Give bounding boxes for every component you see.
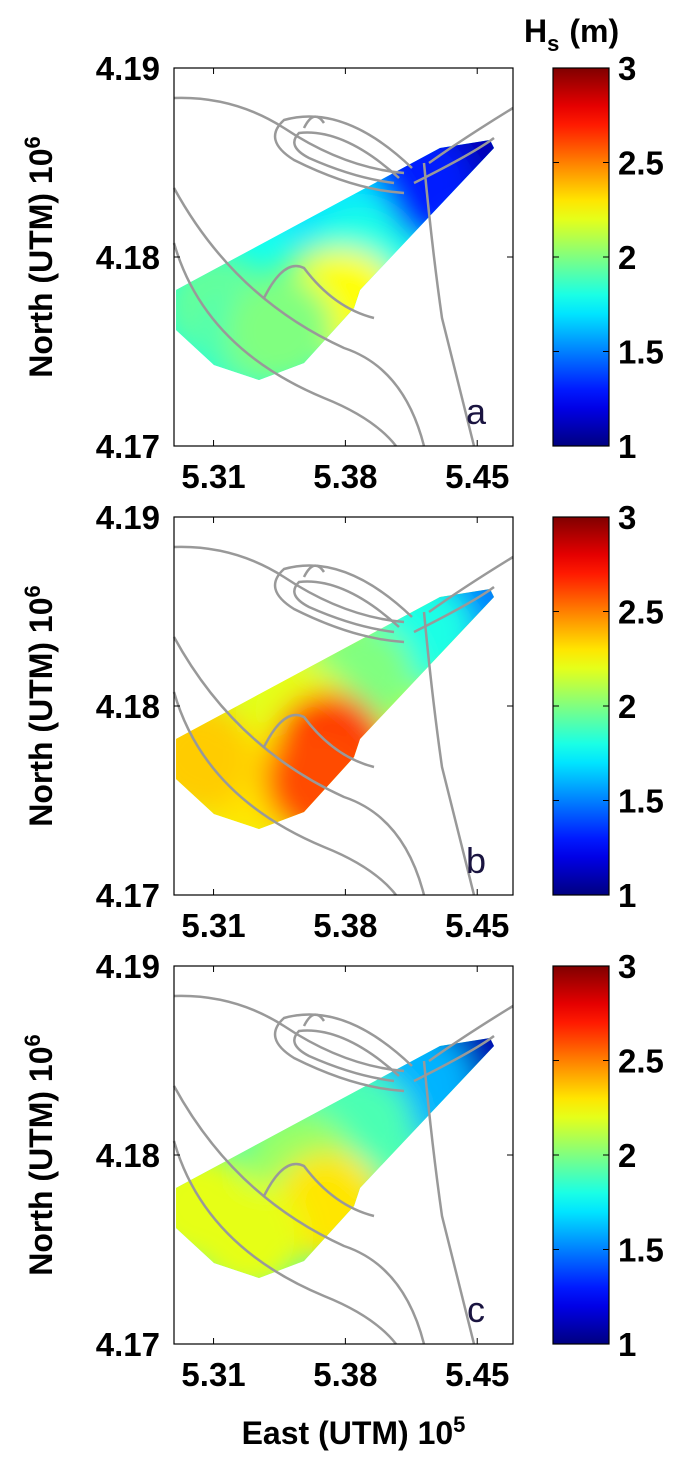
y-tick-label: 4.19 xyxy=(96,50,160,87)
colorbar-label-subscript: s xyxy=(547,31,559,56)
y-axis-label: North (UTM) 106 xyxy=(20,136,59,378)
colorbar-tick-label: 2 xyxy=(618,1137,636,1174)
panel-label: c xyxy=(467,1289,485,1330)
colorbar-tick-label: 3 xyxy=(618,948,636,985)
colorbar xyxy=(552,67,610,447)
y-tick-label: 4.17 xyxy=(96,1326,160,1363)
y-tick-label: 4.18 xyxy=(96,1137,160,1174)
hs-point xyxy=(176,1151,254,1262)
x-label-text: East (UTM) 10 xyxy=(242,1415,454,1451)
colorbar-tick-label: 3 xyxy=(618,499,636,536)
map-panel: 5.31 5.38 5.45 4.17 4.18 4.19 b North (UTM) 106… xyxy=(20,499,664,944)
x-axis-label: East (UTM) 105 xyxy=(242,1412,466,1451)
y-tick-label: 4.18 xyxy=(96,239,160,276)
y-label-text: North (UTM) 10 xyxy=(23,1046,59,1275)
y-label-exponent: 6 xyxy=(20,136,45,148)
x-tick-label: 5.31 xyxy=(181,1356,245,1393)
x-tick-label: 5.31 xyxy=(181,458,245,495)
x-tick-label: 5.31 xyxy=(181,907,245,944)
hs-point xyxy=(176,702,254,813)
hs-point xyxy=(224,275,335,380)
x-tick-label: 5.38 xyxy=(313,1356,377,1393)
colorbar-label-text: H xyxy=(524,13,547,49)
colorbar xyxy=(552,516,610,896)
x-label-exponent: 5 xyxy=(453,1412,465,1437)
colorbar-tick-label: 1.5 xyxy=(618,334,664,371)
colorbar-tick-label: 2 xyxy=(618,239,636,276)
colorbar xyxy=(552,965,610,1345)
colorbar-tick-label: 1.5 xyxy=(618,1232,664,1269)
y-tick-label: 4.17 xyxy=(96,877,160,914)
x-tick-label: 5.45 xyxy=(445,458,509,495)
wave-field xyxy=(176,1038,494,1278)
y-tick-label: 4.19 xyxy=(96,948,160,985)
colorbar-label-unit: (m) xyxy=(569,13,619,49)
colorbar-tick-label: 1 xyxy=(618,877,636,914)
wave-field xyxy=(176,589,494,829)
panel-label: b xyxy=(466,840,486,881)
colorbar-tick-label: 3 xyxy=(618,50,636,87)
colorbar-tick-label: 2.5 xyxy=(618,145,664,182)
y-label-exponent: 6 xyxy=(20,585,45,597)
colorbar-tick-label: 2.5 xyxy=(618,1043,664,1080)
y-tick-label: 4.19 xyxy=(96,499,160,536)
y-axis-label: North (UTM) 106 xyxy=(20,585,59,827)
field-points xyxy=(176,589,494,829)
panel-label: a xyxy=(466,391,487,432)
x-tick-label: 5.45 xyxy=(445,907,509,944)
y-axis-label: North (UTM) 106 xyxy=(20,1034,59,1276)
hs-point xyxy=(264,724,375,829)
colorbar-tick-label: 1 xyxy=(618,428,636,465)
x-tick-label: 5.38 xyxy=(313,458,377,495)
y-tick-label: 4.18 xyxy=(96,688,160,725)
map-panel: 5.31 5.38 5.45 4.17 4.18 4.19 a North (UTM) 106… xyxy=(20,13,664,495)
x-tick-label: 5.38 xyxy=(313,907,377,944)
y-label-text: North (UTM) 10 xyxy=(23,148,59,377)
colorbar-tick-label: 2 xyxy=(618,688,636,725)
colorbar-tick-label: 2.5 xyxy=(618,594,664,631)
y-label-text: North (UTM) 10 xyxy=(23,597,59,826)
y-label-exponent: 6 xyxy=(20,1034,45,1046)
colorbar-tick-label: 1.5 xyxy=(618,783,664,820)
wave-field xyxy=(176,140,494,380)
x-tick-label: 5.45 xyxy=(445,1356,509,1393)
colorbar-tick-label: 1 xyxy=(618,1326,636,1363)
y-tick-label: 4.17 xyxy=(96,428,160,465)
colorbar-label: Hs (m) xyxy=(524,13,619,56)
field-points xyxy=(176,1038,494,1278)
field-points xyxy=(176,140,494,380)
map-panel: 5.31 5.38 5.45 4.17 4.18 4.19 c North (UTM) 106… xyxy=(20,948,664,1451)
